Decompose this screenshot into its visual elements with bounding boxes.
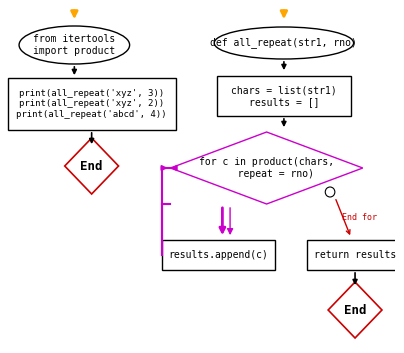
Text: for c in product(chars,
   repeat = rno): for c in product(chars, repeat = rno) xyxy=(199,157,334,179)
Circle shape xyxy=(325,187,335,197)
Text: def all_repeat(str1, rno): def all_repeat(str1, rno) xyxy=(210,37,358,48)
Text: from itertools
import product: from itertools import product xyxy=(33,34,116,56)
Text: results.append(c): results.append(c) xyxy=(168,250,269,260)
Text: print(all_repeat('xyz', 3))
print(all_repeat('xyz', 2))
print(all_repeat('abcd',: print(all_repeat('xyz', 3)) print(all_re… xyxy=(17,89,167,119)
Bar xyxy=(8,78,176,130)
Bar xyxy=(162,240,275,270)
Text: return results: return results xyxy=(314,250,396,260)
Text: chars = list(str1)
results = []: chars = list(str1) results = [] xyxy=(231,85,337,107)
Polygon shape xyxy=(328,282,382,338)
Bar xyxy=(307,240,403,270)
Ellipse shape xyxy=(214,27,354,59)
Text: End: End xyxy=(80,160,103,173)
Ellipse shape xyxy=(19,26,130,64)
Text: End: End xyxy=(344,304,366,317)
Polygon shape xyxy=(65,138,118,194)
Text: End for: End for xyxy=(342,214,377,222)
Bar xyxy=(217,76,351,116)
Polygon shape xyxy=(170,132,363,204)
